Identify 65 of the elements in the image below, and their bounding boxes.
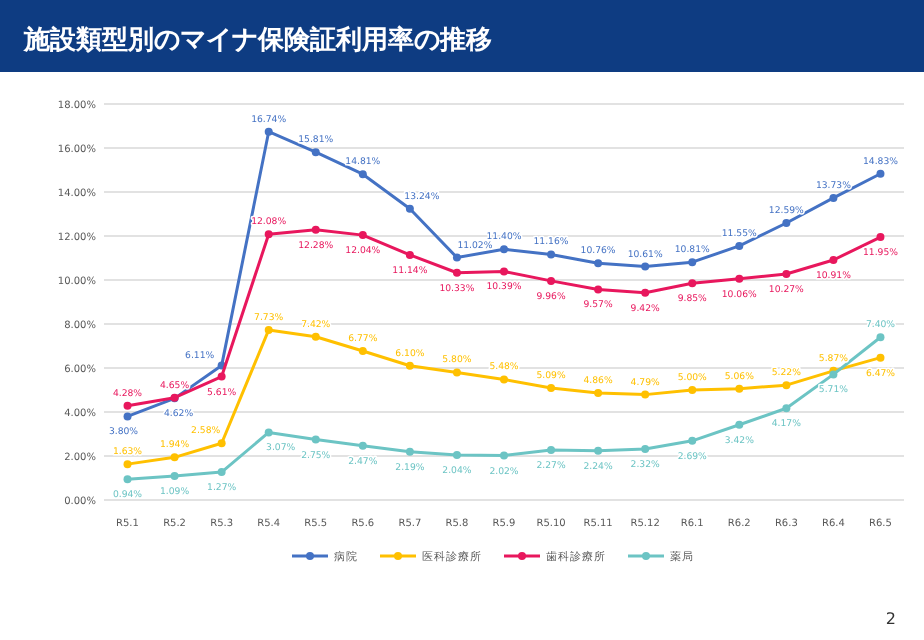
point <box>358 441 367 450</box>
point <box>688 258 697 267</box>
point <box>452 268 461 277</box>
point <box>735 241 744 250</box>
point <box>170 453 179 462</box>
point <box>782 404 791 413</box>
point <box>547 384 556 393</box>
point <box>547 446 556 455</box>
point <box>123 412 132 421</box>
point <box>735 274 744 283</box>
point <box>594 285 603 294</box>
point <box>217 468 226 477</box>
point <box>876 353 885 362</box>
point <box>641 288 650 297</box>
point <box>594 259 603 268</box>
point <box>170 472 179 481</box>
point <box>500 375 508 384</box>
point <box>641 262 650 271</box>
point <box>829 255 838 264</box>
point <box>311 148 320 157</box>
point <box>500 245 508 254</box>
point <box>405 447 414 456</box>
point <box>641 444 650 453</box>
point <box>358 170 367 179</box>
point <box>641 390 650 399</box>
point <box>782 381 791 390</box>
point <box>405 361 414 370</box>
point <box>123 401 132 410</box>
point <box>358 231 367 240</box>
point <box>547 276 556 285</box>
point <box>217 372 226 381</box>
point <box>311 435 320 444</box>
point <box>500 267 508 276</box>
point <box>123 475 132 484</box>
point <box>594 446 603 455</box>
point <box>735 384 744 393</box>
point <box>547 250 556 259</box>
point <box>311 332 320 341</box>
point <box>594 389 603 398</box>
point <box>217 439 226 448</box>
point <box>452 451 461 460</box>
point <box>264 230 273 239</box>
point <box>688 279 697 288</box>
point <box>452 253 461 262</box>
point <box>311 225 320 234</box>
title: 施設類型別のマイナ保険証利用率の推移 <box>24 26 492 56</box>
point <box>123 460 132 469</box>
point <box>829 193 838 202</box>
point <box>264 428 273 437</box>
point <box>264 325 273 334</box>
text: 2 <box>885 610 896 628</box>
point <box>405 204 414 213</box>
point <box>876 233 885 242</box>
point <box>782 219 791 228</box>
point <box>264 127 273 136</box>
point <box>405 250 414 259</box>
point <box>500 451 508 460</box>
point <box>735 420 744 429</box>
point <box>876 169 885 178</box>
point <box>876 333 885 342</box>
point <box>688 436 697 445</box>
point <box>688 386 697 394</box>
point <box>358 347 367 356</box>
point <box>782 270 791 279</box>
point <box>452 368 461 377</box>
